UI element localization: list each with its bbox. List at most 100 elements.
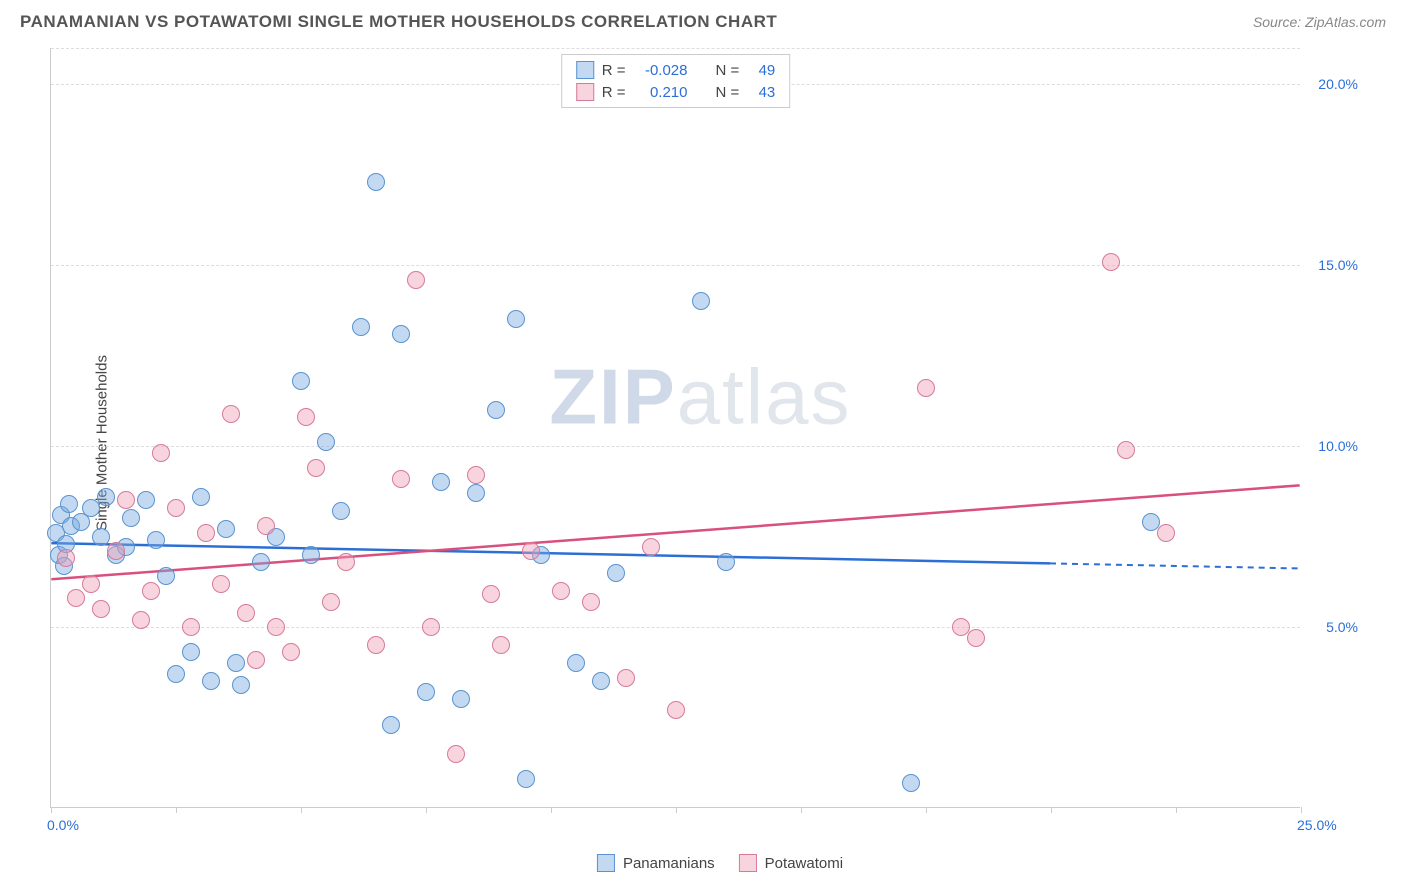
data-point: [182, 643, 200, 661]
data-point: [592, 672, 610, 690]
data-point: [1117, 441, 1135, 459]
legend-swatch: [576, 83, 594, 101]
data-point: [367, 636, 385, 654]
data-point: [142, 582, 160, 600]
x-tick: [551, 807, 552, 813]
data-point: [607, 564, 625, 582]
data-point: [507, 310, 525, 328]
data-point: [137, 491, 155, 509]
data-point: [92, 600, 110, 618]
data-point: [167, 665, 185, 683]
data-point: [332, 502, 350, 520]
x-tick-label: 25.0%: [1297, 817, 1337, 833]
data-point: [107, 542, 125, 560]
n-label: N =: [716, 84, 740, 101]
data-point: [232, 676, 250, 694]
data-point: [122, 509, 140, 527]
x-tick: [1176, 807, 1177, 813]
data-point: [582, 593, 600, 611]
data-point: [1102, 253, 1120, 271]
data-point: [132, 611, 150, 629]
legend-swatch: [576, 61, 594, 79]
data-point: [237, 604, 255, 622]
r-value: -0.028: [634, 62, 688, 79]
data-point: [182, 618, 200, 636]
chart-area: Single Mother Households ZIPatlas R =-0.…: [50, 48, 1390, 838]
data-point: [67, 589, 85, 607]
x-tick: [926, 807, 927, 813]
legend-item: Potawatomi: [739, 854, 843, 872]
data-point: [337, 553, 355, 571]
data-point: [392, 470, 410, 488]
data-point: [267, 618, 285, 636]
y-tick-label: 20.0%: [1318, 76, 1358, 92]
data-point: [307, 459, 325, 477]
data-point: [217, 520, 235, 538]
data-point: [482, 585, 500, 603]
data-point: [117, 491, 135, 509]
data-point: [642, 538, 660, 556]
data-point: [902, 774, 920, 792]
data-point: [60, 495, 78, 513]
data-point: [317, 433, 335, 451]
data-point: [367, 173, 385, 191]
x-tick-label: 0.0%: [47, 817, 79, 833]
x-tick: [301, 807, 302, 813]
legend-swatch: [739, 854, 757, 872]
data-point: [487, 401, 505, 419]
x-tick: [176, 807, 177, 813]
legend-stats: R =-0.028N =49R =0.210N =43: [561, 54, 791, 108]
data-point: [222, 405, 240, 423]
data-point: [212, 575, 230, 593]
data-point: [692, 292, 710, 310]
data-point: [297, 408, 315, 426]
legend-item: Panamanians: [597, 854, 715, 872]
data-point: [322, 593, 340, 611]
data-point: [82, 575, 100, 593]
data-point: [97, 488, 115, 506]
data-point: [157, 567, 175, 585]
data-point: [292, 372, 310, 390]
legend-stat-row: R =0.210N =43: [576, 81, 776, 103]
data-point: [522, 542, 540, 560]
data-point: [447, 745, 465, 763]
data-point: [552, 582, 570, 600]
data-point: [452, 690, 470, 708]
chart-title: PANAMANIAN VS POTAWATOMI SINGLE MOTHER H…: [20, 12, 777, 32]
data-point: [92, 528, 110, 546]
data-point: [617, 669, 635, 687]
data-point: [717, 553, 735, 571]
data-point: [382, 716, 400, 734]
y-tick-label: 10.0%: [1318, 438, 1358, 454]
data-point: [917, 379, 935, 397]
data-point: [302, 546, 320, 564]
watermark: ZIPatlas: [549, 352, 851, 443]
data-point: [192, 488, 210, 506]
data-point: [392, 325, 410, 343]
data-point: [57, 549, 75, 567]
source-label: Source: ZipAtlas.com: [1253, 14, 1386, 30]
data-point: [167, 499, 185, 517]
data-point: [227, 654, 245, 672]
x-tick: [1051, 807, 1052, 813]
data-point: [467, 484, 485, 502]
data-point: [147, 531, 165, 549]
r-label: R =: [602, 62, 626, 79]
data-point: [567, 654, 585, 672]
data-point: [417, 683, 435, 701]
data-point: [467, 466, 485, 484]
data-point: [282, 643, 300, 661]
y-tick-label: 15.0%: [1318, 257, 1358, 273]
data-point: [252, 553, 270, 571]
data-point: [422, 618, 440, 636]
data-point: [152, 444, 170, 462]
legend-label: Potawatomi: [765, 855, 843, 872]
data-point: [247, 651, 265, 669]
data-point: [517, 770, 535, 788]
n-value: 43: [747, 84, 775, 101]
x-tick: [51, 807, 52, 813]
r-label: R =: [602, 84, 626, 101]
data-point: [492, 636, 510, 654]
data-point: [1157, 524, 1175, 542]
legend-label: Panamanians: [623, 855, 715, 872]
